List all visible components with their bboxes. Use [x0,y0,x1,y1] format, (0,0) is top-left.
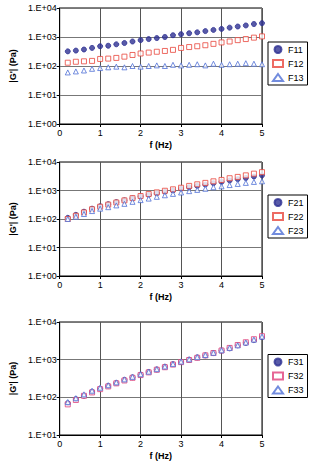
svg-text:|G'| (Pa): |G'| (Pa) [8,202,18,236]
svg-text:1: 1 [98,439,103,449]
svg-text:F31: F31 [288,357,304,367]
svg-text:1.E+04: 1.E+04 [28,3,57,13]
svg-text:F23: F23 [288,226,304,236]
svg-text:5: 5 [259,280,264,290]
svg-text:4: 4 [219,128,224,138]
svg-text:3: 3 [179,439,184,449]
svg-text:0: 0 [57,439,62,449]
svg-text:1.E+00: 1.E+00 [28,271,57,281]
svg-text:1.E+01: 1.E+01 [28,90,57,100]
svg-text:3: 3 [179,280,184,290]
svg-text:5: 5 [259,128,264,138]
svg-text:F12: F12 [288,59,304,69]
svg-text:2: 2 [138,439,143,449]
svg-text:1.E+02: 1.E+02 [28,214,57,224]
svg-text:1: 1 [98,280,103,290]
svg-text:1.E+00: 1.E+00 [28,119,57,129]
svg-text:4: 4 [219,439,224,449]
svg-text:1.E+01: 1.E+01 [28,430,57,440]
svg-text:1.E+03: 1.E+03 [28,186,57,196]
svg-text:F22: F22 [288,212,304,222]
svg-text:5: 5 [259,439,264,449]
svg-text:1.E+03: 1.E+03 [28,32,57,42]
svg-text:F13: F13 [288,73,304,83]
svg-text:F33: F33 [288,385,304,395]
svg-text:F21: F21 [288,198,304,208]
svg-text:4: 4 [219,280,224,290]
svg-text:3: 3 [179,128,184,138]
svg-text:|G'| (Pa): |G'| (Pa) [8,362,18,396]
svg-text:2: 2 [138,280,143,290]
svg-text:1.E+01: 1.E+01 [28,243,57,253]
svg-text:f (Hz): f (Hz) [150,292,173,302]
svg-text:F32: F32 [288,371,304,381]
svg-text:0: 0 [57,128,62,138]
svg-text:1.E+03: 1.E+03 [28,355,57,365]
svg-text:f (Hz): f (Hz) [150,451,173,461]
svg-text:F11: F11 [288,45,303,55]
svg-text:1: 1 [98,128,103,138]
svg-text:1.E+04: 1.E+04 [28,317,57,327]
svg-text:|G'| (Pa): |G'| (Pa) [8,49,18,83]
svg-text:1.E+02: 1.E+02 [28,392,57,402]
svg-text:2: 2 [138,128,143,138]
svg-text:1.E+04: 1.E+04 [28,157,57,167]
svg-text:0: 0 [57,280,62,290]
svg-text:f (Hz): f (Hz) [150,140,173,150]
svg-text:1.E+02: 1.E+02 [28,61,57,71]
